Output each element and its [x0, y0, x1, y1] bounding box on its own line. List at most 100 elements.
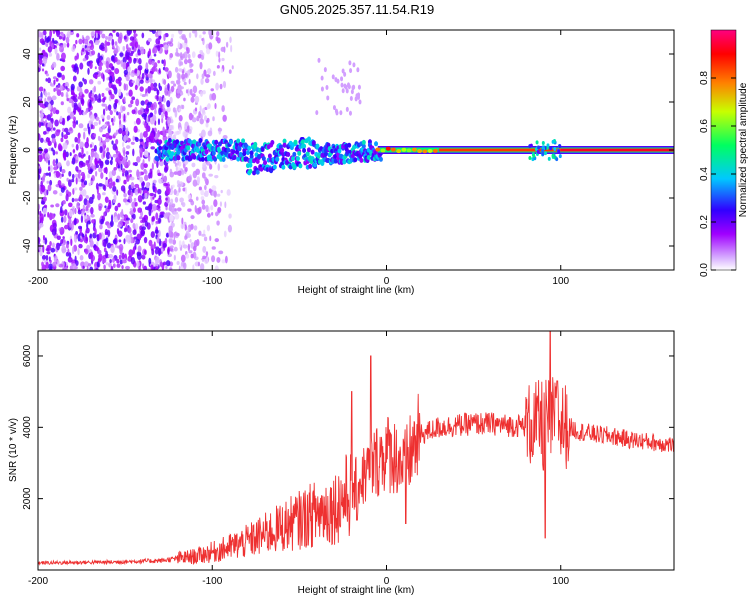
spectrogram-signal-cell: [558, 144, 562, 149]
spectrogram-noise-cell: [156, 94, 159, 102]
spectrogram-noise-cell: [341, 88, 345, 94]
spectrogram-noise-cell: [137, 52, 141, 56]
spectrogram-noise-cell: [191, 162, 196, 168]
spectrogram-noise-cell: [60, 52, 66, 61]
spectrogram-noise-cell: [177, 159, 180, 166]
spectrogram-noise-cell: [71, 246, 75, 255]
spectrogram-noise-cell: [130, 181, 135, 190]
spectrogram-noise-cell: [183, 51, 188, 60]
spectrogram-noise-cell: [172, 184, 175, 188]
spectrogram-noise-cell: [208, 173, 213, 177]
spectrogram-noise-cell: [61, 131, 64, 138]
spectrogram-noise-cell: [178, 187, 181, 193]
spectrogram-noise-cell: [227, 224, 233, 233]
spectrogram-noise-cell: [169, 245, 174, 249]
spectrogram-noise-cell: [136, 156, 141, 163]
spectrogram-signal-cell: [532, 153, 536, 158]
spectrogram-noise-cell: [357, 94, 361, 100]
spectrogram-noise-cell: [122, 61, 127, 68]
spectrogram-noise-cell: [38, 133, 41, 141]
spectrogram-noise-cell: [141, 93, 146, 98]
spectrogram-signal-cell: [282, 138, 287, 144]
spectrogram-noise-cell: [110, 93, 115, 100]
spectrogram-noise-cell: [357, 84, 361, 90]
spectrogram-noise-cell: [201, 204, 206, 210]
spectrogram-noise-cell: [72, 96, 76, 101]
spectrogram-noise-cell: [140, 100, 145, 106]
spectrogram-noise-cell: [211, 92, 217, 101]
spectrogram-noise-cell: [140, 229, 146, 237]
spectrogram-noise-cell: [352, 62, 356, 68]
spectrogram-noise-cell: [215, 211, 219, 217]
spectrogram-noise-cell: [117, 165, 121, 169]
spectrogram-noise-cell: [200, 196, 205, 201]
spectrogram-noise-cell: [52, 37, 55, 42]
spectrogram-noise-cell: [152, 101, 158, 110]
spectrogram-noise-cell: [109, 110, 113, 116]
spectrogram-signal-cell: [396, 149, 402, 154]
spectrogram-noise-cell: [107, 104, 112, 111]
spectrogram-noise-cell: [133, 33, 138, 37]
spectrogram-noise-cell: [193, 225, 198, 231]
spectrogram-noise-cell: [85, 227, 90, 234]
spectrogram-noise-cell: [179, 126, 182, 135]
spectrogram-signal-cell: [333, 158, 338, 164]
spectrogram-noise-cell: [65, 193, 69, 202]
spectrogram-noise-cell: [76, 66, 79, 75]
spectrogram-noise-cell: [117, 223, 122, 228]
spectrogram-noise-cell: [61, 169, 66, 174]
spectrogram-noise-cell: [178, 108, 182, 112]
spectrogram-noise-cell: [206, 104, 211, 110]
spectrogram-noise-cell: [206, 68, 212, 75]
spectrogram-noise-cell: [52, 127, 56, 131]
spectrogram-noise-cell: [118, 88, 122, 97]
spectrogram-noise-cell: [111, 38, 115, 47]
spectrogram-signal-cell: [158, 139, 163, 145]
spectrogram-noise-cell: [65, 36, 70, 44]
spectrogram-noise-cell: [167, 83, 170, 91]
spectrogram-noise-cell: [56, 171, 61, 177]
spectrogram-noise-cell: [114, 41, 118, 46]
spectrogram-noise-cell: [110, 245, 115, 254]
spectrogram-noise-cell: [134, 201, 138, 207]
spectrogram-noise-cell: [145, 107, 150, 112]
spectrogram-noise-cell: [44, 172, 50, 176]
spectrogram-noise-cell: [130, 99, 134, 105]
spectrogram-noise-cell: [215, 36, 219, 42]
spectrogram-noise-cell: [83, 131, 86, 140]
spectrogram-noise-cell: [63, 134, 69, 140]
spectrogram-noise-cell: [134, 161, 138, 167]
spectrogram-noise-cell: [159, 261, 164, 268]
spectrogram-noise-cell: [79, 238, 84, 243]
spectrogram-noise-cell: [206, 224, 211, 232]
spectrogram-noise-cell: [211, 185, 217, 191]
spectrogram-noise-cell: [157, 60, 161, 64]
spectrogram-signal-cell: [549, 146, 553, 151]
spectrogram-noise-cell: [95, 73, 98, 80]
spectrogram-noise-cell: [348, 110, 352, 116]
spectrogram-signal-cell: [200, 156, 205, 162]
spectrogram-noise-cell: [113, 115, 116, 123]
spectrogram-noise-cell: [110, 220, 114, 228]
spectrogram-noise-cell: [144, 192, 148, 200]
spectrogram-noise-cell: [97, 80, 102, 85]
spectrogram-noise-cell: [163, 33, 166, 42]
spectrogram-noise-cell: [181, 223, 184, 230]
spectrogram-noise-cell: [144, 170, 148, 175]
spectrogram-noise-cell: [45, 248, 50, 252]
spectrogram-noise-cell: [80, 171, 85, 177]
spectrogram-y-tick-label: -20: [22, 190, 33, 205]
spectrogram-noise-cell: [57, 143, 62, 151]
spectrogram-noise-cell: [53, 40, 58, 44]
spectrogram-noise-cell: [95, 267, 99, 270]
spectrogram-y-axis-title: Frequency (Hz): [8, 116, 19, 185]
spectrogram-noise-cell: [98, 253, 103, 261]
spectrogram-noise-cell: [93, 121, 99, 127]
spectrogram-noise-cell: [86, 163, 91, 168]
spectrogram-noise-cell: [47, 103, 52, 111]
spectrogram-noise-cell: [104, 46, 108, 53]
spectrogram-noise-cell: [111, 122, 115, 126]
spectrogram-noise-cell: [161, 59, 164, 64]
spectrogram-noise-cell: [110, 66, 115, 71]
spectrogram-signal-cell: [213, 156, 218, 162]
